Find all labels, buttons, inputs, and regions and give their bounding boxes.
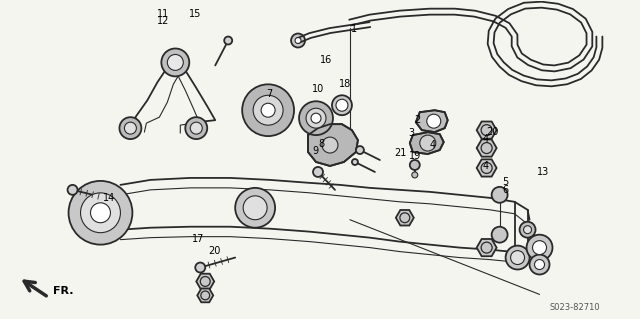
- Text: S023-82710: S023-82710: [550, 303, 600, 312]
- Circle shape: [120, 117, 141, 139]
- Circle shape: [90, 203, 111, 223]
- Circle shape: [291, 33, 305, 48]
- Polygon shape: [410, 132, 444, 154]
- Text: 18: 18: [339, 79, 351, 89]
- Circle shape: [124, 122, 136, 134]
- Polygon shape: [197, 288, 213, 302]
- Text: 14: 14: [103, 193, 115, 203]
- Circle shape: [81, 193, 120, 233]
- Text: 3: 3: [408, 129, 414, 138]
- Circle shape: [412, 172, 418, 178]
- Text: 10: 10: [312, 84, 324, 94]
- Text: 19: 19: [410, 151, 422, 161]
- Text: 9: 9: [312, 145, 319, 156]
- Circle shape: [167, 55, 183, 70]
- Circle shape: [186, 117, 207, 139]
- Text: 21: 21: [395, 148, 407, 158]
- Circle shape: [506, 246, 529, 270]
- Text: 2: 2: [415, 115, 420, 125]
- Text: FR.: FR.: [52, 286, 73, 296]
- Circle shape: [322, 137, 338, 153]
- Circle shape: [527, 235, 552, 261]
- Circle shape: [161, 48, 189, 76]
- Text: 17: 17: [192, 234, 205, 244]
- Polygon shape: [477, 239, 497, 256]
- Circle shape: [511, 251, 525, 264]
- Circle shape: [311, 113, 321, 123]
- Text: 15: 15: [189, 9, 202, 19]
- Text: 12: 12: [157, 16, 170, 26]
- Text: 4: 4: [483, 134, 489, 144]
- Polygon shape: [196, 274, 214, 289]
- Polygon shape: [477, 159, 497, 177]
- Text: 16: 16: [320, 56, 332, 65]
- Circle shape: [520, 222, 536, 238]
- Circle shape: [253, 95, 283, 125]
- Circle shape: [261, 103, 275, 117]
- Text: 7: 7: [266, 89, 272, 100]
- Circle shape: [190, 122, 202, 134]
- Circle shape: [356, 146, 364, 154]
- Circle shape: [336, 99, 348, 111]
- Circle shape: [306, 108, 326, 128]
- Text: 13: 13: [537, 167, 549, 177]
- Polygon shape: [477, 122, 497, 139]
- Circle shape: [524, 226, 532, 234]
- Text: 11: 11: [157, 9, 170, 19]
- Polygon shape: [308, 124, 358, 166]
- Circle shape: [295, 38, 301, 43]
- Circle shape: [68, 185, 77, 195]
- Circle shape: [352, 159, 358, 165]
- Text: 20: 20: [486, 127, 499, 137]
- Circle shape: [195, 263, 205, 272]
- Circle shape: [243, 196, 267, 220]
- Circle shape: [299, 101, 333, 135]
- Text: 1: 1: [351, 24, 356, 34]
- Circle shape: [313, 167, 323, 177]
- Circle shape: [242, 84, 294, 136]
- Circle shape: [420, 135, 436, 151]
- Circle shape: [529, 255, 550, 274]
- Circle shape: [532, 241, 547, 255]
- Circle shape: [427, 114, 441, 128]
- Circle shape: [332, 95, 352, 115]
- Text: 5: 5: [502, 177, 508, 187]
- Text: 6: 6: [502, 185, 508, 195]
- Circle shape: [534, 260, 545, 270]
- Circle shape: [410, 160, 420, 170]
- Circle shape: [68, 181, 132, 245]
- Circle shape: [492, 187, 508, 203]
- Polygon shape: [396, 210, 414, 226]
- Text: 4: 4: [483, 161, 489, 171]
- Circle shape: [492, 227, 508, 243]
- Circle shape: [235, 188, 275, 228]
- Text: 4: 4: [430, 140, 436, 150]
- Circle shape: [224, 37, 232, 45]
- Polygon shape: [416, 110, 448, 132]
- Text: 8: 8: [319, 139, 325, 149]
- Text: 20: 20: [208, 246, 221, 256]
- Polygon shape: [477, 139, 497, 157]
